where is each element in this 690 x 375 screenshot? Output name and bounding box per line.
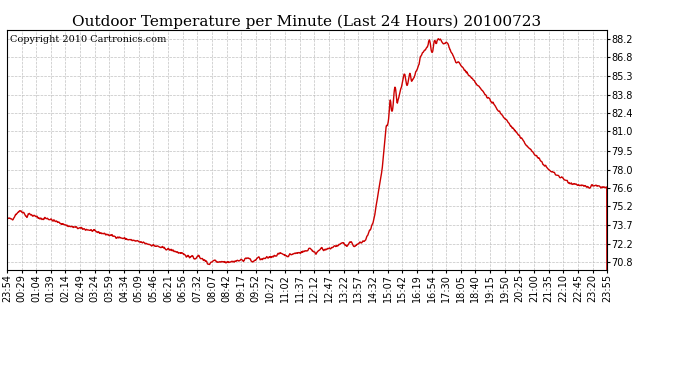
Title: Outdoor Temperature per Minute (Last 24 Hours) 20100723: Outdoor Temperature per Minute (Last 24 … xyxy=(72,15,542,29)
Text: Copyright 2010 Cartronics.com: Copyright 2010 Cartronics.com xyxy=(10,35,166,44)
